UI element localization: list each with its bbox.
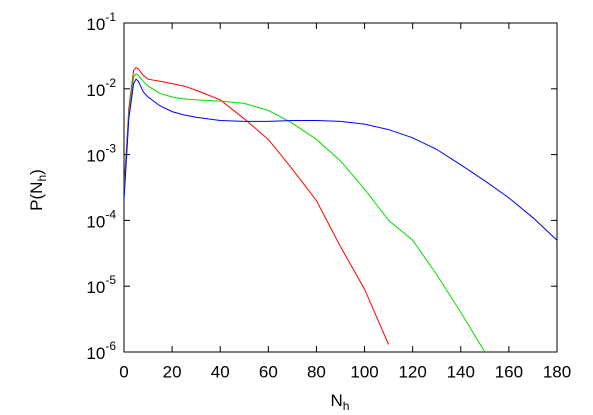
x-axis-label: Nh: [331, 391, 350, 413]
x-tick-label: 40: [211, 362, 230, 381]
y-axis-label: P(Nh): [27, 169, 49, 211]
series-line: [124, 72, 486, 352]
series-line: [124, 78, 557, 241]
x-tick-label: 0: [119, 362, 128, 381]
x-tick-label: 160: [495, 362, 523, 381]
y-tick-label: 10-5: [86, 273, 116, 297]
x-tick-label: 20: [163, 362, 182, 381]
x-tick-label: 80: [307, 362, 326, 381]
series-line: [124, 66, 390, 345]
plot-area: [124, 66, 557, 352]
y-tick-label: 10-4: [86, 208, 116, 232]
x-tick-label: 60: [259, 362, 278, 381]
plot-frame: [123, 22, 558, 353]
x-tick-label: 180: [543, 362, 571, 381]
y-tick-label: 10-3: [86, 142, 116, 166]
y-tick-label: 10-2: [86, 76, 116, 100]
y-tick-label: 10-1: [86, 10, 116, 34]
y-tick-label: 10-6: [86, 339, 116, 363]
x-tick-label: 100: [350, 362, 378, 381]
x-tick-label: 120: [398, 362, 426, 381]
x-tick-label: 140: [447, 362, 475, 381]
